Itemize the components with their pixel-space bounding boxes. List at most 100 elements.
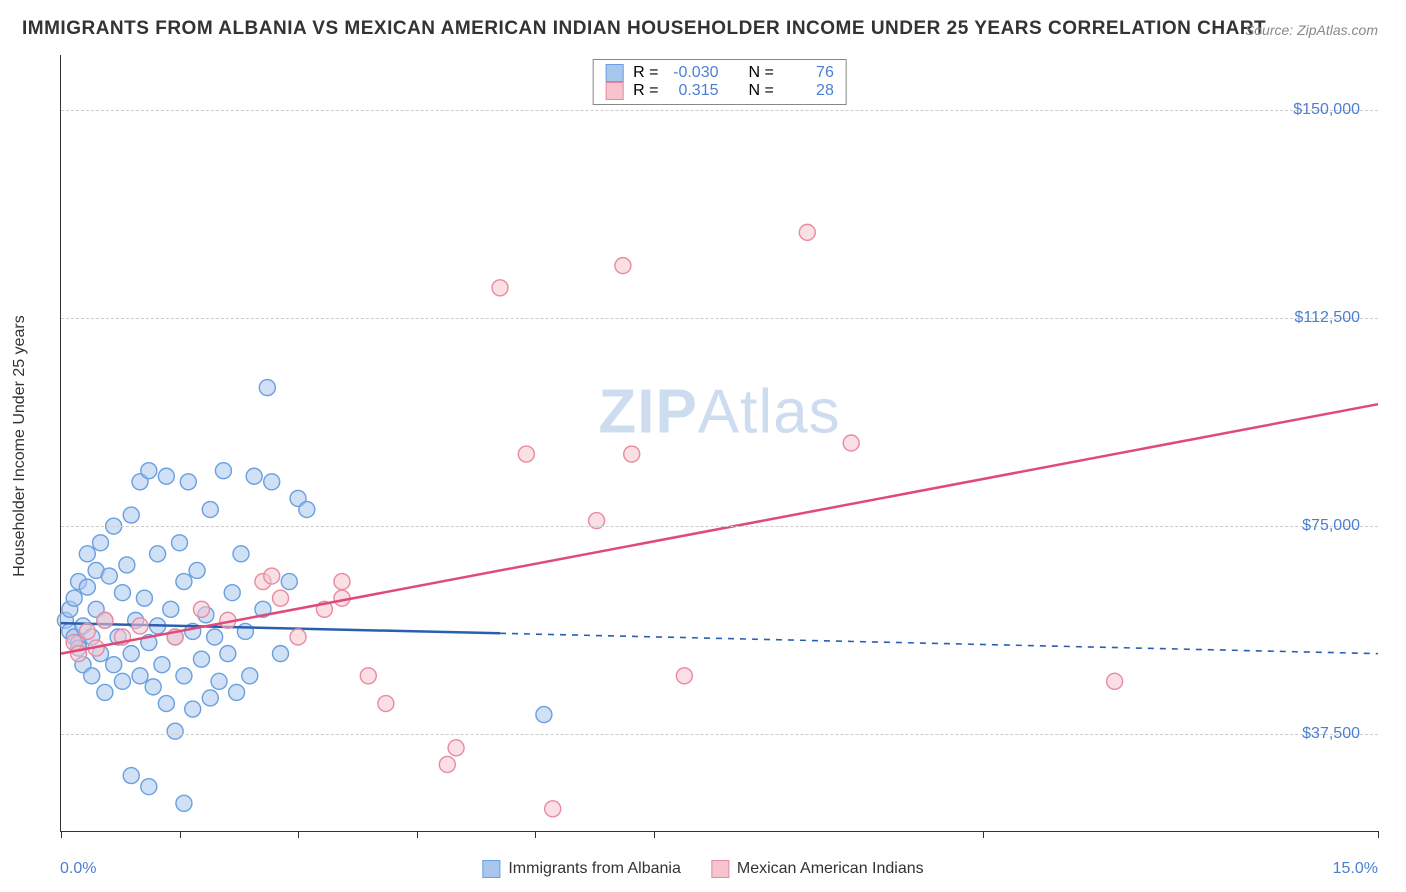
- stats-legend-box: R = -0.030 N = 76 R = 0.315 N = 28: [592, 59, 847, 105]
- scatter-point-mexican: [518, 446, 534, 462]
- scatter-point-albania: [114, 673, 130, 689]
- y-axis-title: Householder Income Under 25 years: [11, 315, 29, 576]
- gridline: [61, 110, 1378, 111]
- scatter-point-albania: [202, 502, 218, 518]
- gridline: [61, 526, 1378, 527]
- scatter-point-albania: [193, 651, 209, 667]
- scatter-point-albania: [101, 568, 117, 584]
- scatter-point-albania: [264, 474, 280, 490]
- scatter-point-albania: [136, 590, 152, 606]
- scatter-point-mexican: [378, 696, 394, 712]
- stat-r-value-albania: -0.030: [669, 64, 719, 82]
- y-tick-label: $37,500: [1302, 725, 1360, 743]
- scatter-point-albania: [93, 535, 109, 551]
- scatter-point-albania: [242, 668, 258, 684]
- scatter-point-mexican: [615, 258, 631, 274]
- stats-row-albania: R = -0.030 N = 76: [605, 64, 834, 82]
- scatter-point-albania: [299, 502, 315, 518]
- x-tick: [61, 831, 62, 838]
- scatter-point-albania: [106, 657, 122, 673]
- scatter-point-mexican: [132, 618, 148, 634]
- scatter-point-albania: [536, 707, 552, 723]
- scatter-point-albania: [123, 646, 139, 662]
- scatter-point-albania: [97, 684, 113, 700]
- stat-n-label: N =: [749, 64, 774, 82]
- scatter-point-mexican: [545, 801, 561, 817]
- scatter-point-albania: [220, 646, 236, 662]
- scatter-point-albania: [176, 668, 192, 684]
- scatter-point-albania: [180, 474, 196, 490]
- scatter-point-albania: [123, 768, 139, 784]
- stat-n-label: N =: [749, 82, 774, 100]
- scatter-point-albania: [202, 690, 218, 706]
- scatter-point-albania: [224, 585, 240, 601]
- legend-label-albania: Immigrants from Albania: [508, 860, 681, 878]
- scatter-point-albania: [158, 468, 174, 484]
- x-tick: [654, 831, 655, 838]
- x-tick: [535, 831, 536, 838]
- scatter-point-albania: [123, 507, 139, 523]
- source-link[interactable]: ZipAtlas.com: [1297, 22, 1378, 38]
- scatter-point-albania: [141, 463, 157, 479]
- legend-swatch-mexican: [711, 860, 729, 878]
- y-tick-label: $112,500: [1294, 309, 1360, 327]
- scatter-point-mexican: [290, 629, 306, 645]
- x-axis-max-label: 15.0%: [1333, 860, 1378, 878]
- scatter-point-mexican: [1107, 673, 1123, 689]
- scatter-point-mexican: [843, 435, 859, 451]
- swatch-albania: [605, 64, 623, 82]
- plot-area: ZIPAtlas R = -0.030 N = 76 R = 0.315 N =…: [60, 55, 1378, 832]
- trend-line-dashed-albania: [500, 633, 1378, 653]
- legend-item-mexican: Mexican American Indians: [711, 860, 924, 878]
- scatter-point-albania: [207, 629, 223, 645]
- scatter-point-mexican: [676, 668, 692, 684]
- stat-r-label: R =: [633, 64, 658, 82]
- scatter-point-mexican: [79, 623, 95, 639]
- scatter-point-mexican: [799, 224, 815, 240]
- scatter-point-albania: [154, 657, 170, 673]
- gridline: [61, 734, 1378, 735]
- scatter-point-albania: [185, 701, 201, 717]
- scatter-point-mexican: [273, 590, 289, 606]
- swatch-mexican: [605, 82, 623, 100]
- source-prefix: Source:: [1245, 22, 1297, 38]
- scatter-point-albania: [141, 779, 157, 795]
- scatter-point-albania: [281, 574, 297, 590]
- scatter-point-albania: [211, 673, 227, 689]
- source-attribution: Source: ZipAtlas.com: [1245, 22, 1378, 38]
- scatter-point-albania: [66, 590, 82, 606]
- scatter-point-albania: [79, 546, 95, 562]
- scatter-point-mexican: [360, 668, 376, 684]
- scatter-point-mexican: [97, 612, 113, 628]
- legend-bottom: Immigrants from Albania Mexican American…: [482, 860, 923, 878]
- stat-r-label: R =: [633, 82, 658, 100]
- stat-n-value-mexican: 28: [784, 82, 834, 100]
- scatter-point-albania: [145, 679, 161, 695]
- legend-label-mexican: Mexican American Indians: [737, 860, 924, 878]
- legend-item-albania: Immigrants from Albania: [482, 860, 681, 878]
- gridline: [61, 318, 1378, 319]
- x-tick: [298, 831, 299, 838]
- scatter-point-albania: [172, 535, 188, 551]
- scatter-point-mexican: [334, 574, 350, 590]
- scatter-point-albania: [132, 668, 148, 684]
- scatter-point-albania: [84, 668, 100, 684]
- scatter-point-mexican: [264, 568, 280, 584]
- y-tick-label: $150,000: [1293, 101, 1360, 119]
- scatter-point-albania: [237, 623, 253, 639]
- x-tick: [1378, 831, 1379, 838]
- scatter-point-mexican: [448, 740, 464, 756]
- y-tick-label: $75,000: [1302, 517, 1360, 535]
- x-tick: [983, 831, 984, 838]
- scatter-point-albania: [259, 380, 275, 396]
- scatter-point-albania: [176, 795, 192, 811]
- chart-title: IMMIGRANTS FROM ALBANIA VS MEXICAN AMERI…: [22, 18, 1266, 40]
- scatter-point-mexican: [439, 756, 455, 772]
- scatter-point-albania: [229, 684, 245, 700]
- scatter-point-albania: [163, 601, 179, 617]
- trend-line-mexican: [61, 404, 1378, 653]
- stats-row-mexican: R = 0.315 N = 28: [605, 82, 834, 100]
- chart-svg: [61, 55, 1378, 831]
- stat-r-value-mexican: 0.315: [669, 82, 719, 100]
- scatter-point-albania: [273, 646, 289, 662]
